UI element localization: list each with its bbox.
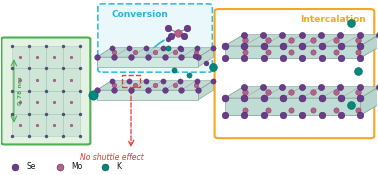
Text: Intercalation: Intercalation	[300, 15, 366, 24]
Text: K: K	[117, 162, 122, 171]
Bar	[29, 68, 46, 91]
FancyBboxPatch shape	[2, 37, 90, 144]
Polygon shape	[225, 98, 360, 115]
FancyBboxPatch shape	[98, 4, 212, 72]
Bar	[29, 46, 46, 68]
Bar	[29, 91, 46, 114]
Bar	[46, 68, 63, 91]
Polygon shape	[225, 34, 378, 46]
Bar	[12, 46, 29, 68]
Polygon shape	[225, 87, 378, 98]
Polygon shape	[225, 46, 360, 58]
Polygon shape	[97, 57, 198, 67]
Text: Conversion: Conversion	[112, 10, 169, 19]
Text: 0.78 nm: 0.78 nm	[18, 77, 23, 105]
Polygon shape	[97, 80, 214, 90]
Bar	[12, 114, 29, 136]
Text: Se: Se	[26, 162, 36, 171]
Polygon shape	[198, 80, 214, 100]
Polygon shape	[97, 48, 214, 57]
Bar	[46, 114, 63, 136]
Bar	[63, 68, 80, 91]
Bar	[46, 91, 63, 114]
Polygon shape	[360, 87, 378, 115]
Text: No shuttle effect: No shuttle effect	[80, 153, 144, 162]
Polygon shape	[198, 48, 214, 67]
Polygon shape	[225, 104, 378, 115]
Polygon shape	[97, 90, 198, 100]
Bar	[12, 68, 29, 91]
Bar	[29, 114, 46, 136]
Bar	[63, 46, 80, 68]
Polygon shape	[360, 34, 378, 58]
Bar	[46, 46, 63, 68]
Bar	[12, 91, 29, 114]
Bar	[63, 114, 80, 136]
Bar	[63, 91, 80, 114]
Polygon shape	[225, 47, 378, 58]
Text: Mo: Mo	[71, 162, 83, 171]
